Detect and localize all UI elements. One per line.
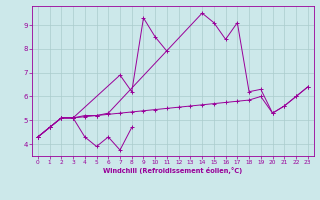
X-axis label: Windchill (Refroidissement éolien,°C): Windchill (Refroidissement éolien,°C) bbox=[103, 167, 243, 174]
